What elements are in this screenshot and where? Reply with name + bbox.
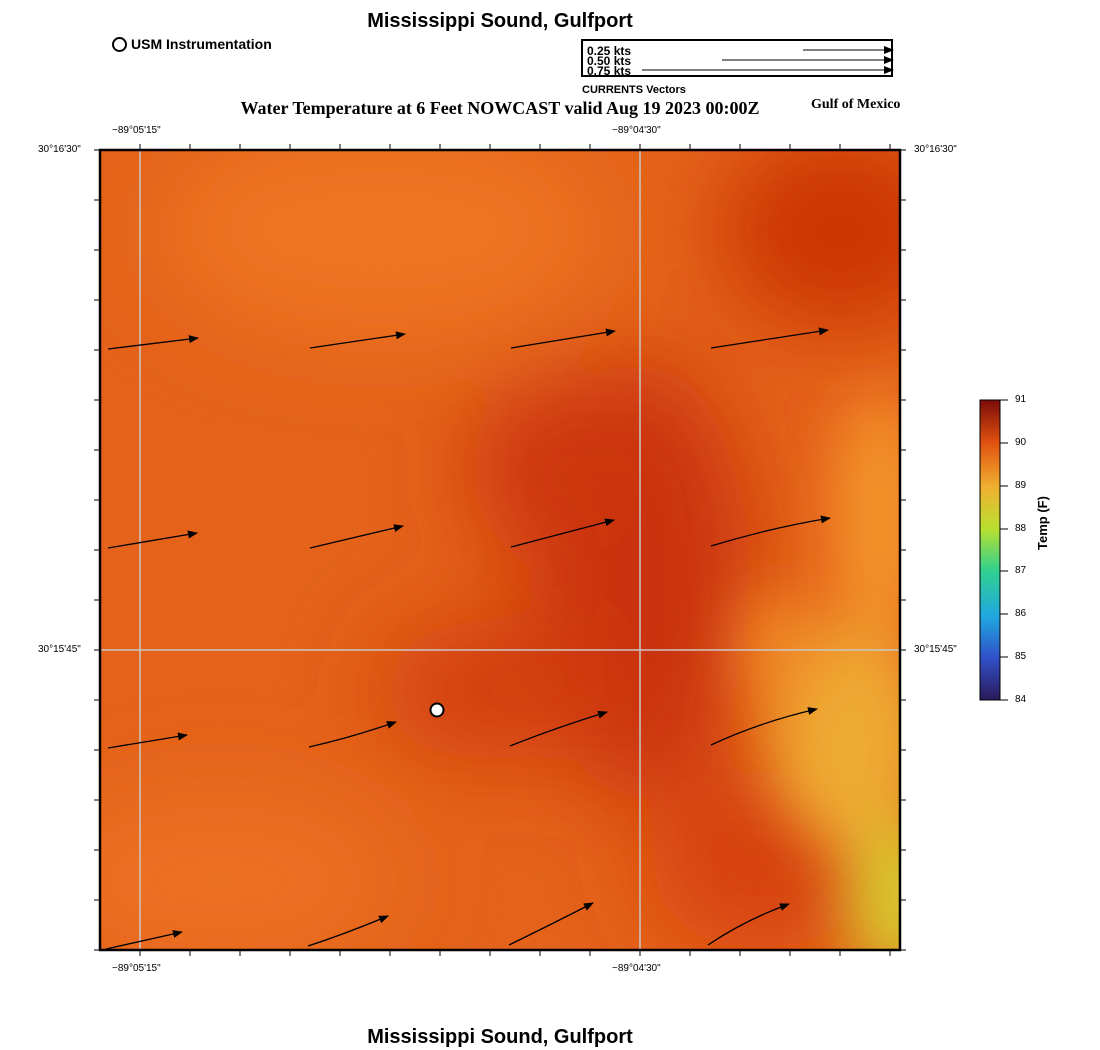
station-legend: USM Instrumentation <box>112 36 272 52</box>
current-vector-arrow <box>309 524 404 549</box>
current-vector-arrow <box>510 518 615 548</box>
current-vector-arrow <box>309 331 406 349</box>
current-vector-arrow <box>509 710 608 747</box>
colorbar-tick-label: 91 <box>1015 394 1027 405</box>
lat-label: 30°15'45" <box>38 644 81 655</box>
current-vector-arrow <box>710 327 829 349</box>
colorbar-ticks <box>1000 399 1008 701</box>
colorbar-tick-label: 85 <box>1015 651 1027 662</box>
current-vector-arrow <box>710 707 818 746</box>
station-marker-icon <box>112 36 127 52</box>
lon-label: −89°04'30" <box>612 125 661 136</box>
current-vectors <box>105 327 831 950</box>
lon-label: −89°05'15" <box>112 963 161 974</box>
vector-scale-label: 0.50 kts <box>587 54 632 68</box>
region-label: Gulf of Mexico <box>811 97 901 112</box>
current-vector-arrow <box>707 903 790 946</box>
colorbar-scale <box>979 399 1001 701</box>
current-vector-arrow <box>508 902 594 946</box>
colorbar-tick-label: 87 <box>1015 565 1027 576</box>
current-vector-arrow <box>710 515 831 547</box>
current-vector-arrow <box>107 530 198 549</box>
current-vector-arrow <box>510 328 616 349</box>
colorbar-tick-label: 86 <box>1015 608 1027 619</box>
map-bottom-title: Mississippi Sound, Gulfport <box>367 1026 633 1048</box>
usm-station-marker[interactable] <box>429 702 445 718</box>
current-vector-arrow <box>308 721 397 748</box>
colorbar-tick-label: 88 <box>1015 523 1027 534</box>
lon-label: −89°04'30" <box>612 963 661 974</box>
colorbar-tick-label: 89 <box>1015 480 1027 491</box>
vectors-caption: CURRENTS Vectors <box>582 84 686 96</box>
station-legend-label: USM Instrumentation <box>131 36 272 52</box>
current-vector-arrow <box>307 915 389 947</box>
lon-label: −89°05'15" <box>112 125 161 136</box>
colorbar-tick-label: 84 <box>1015 694 1027 705</box>
colorbar-tick-label: 90 <box>1015 437 1027 448</box>
map-title: Water Temperature at 6 Feet NOWCAST vali… <box>240 98 760 118</box>
lat-label: 30°16'30" <box>38 144 81 155</box>
graticule <box>100 150 900 950</box>
current-vector-arrow <box>107 732 188 749</box>
vector-scale-label: 0.75 kts <box>587 64 632 78</box>
current-vector-arrow <box>107 335 199 350</box>
temperature-field <box>100 150 900 950</box>
current-vector-arrow <box>105 930 183 950</box>
vector-scale-arrows <box>642 46 894 74</box>
frame-ticks <box>94 144 906 956</box>
colorbar-label: Temp (F) <box>1035 496 1050 550</box>
map-top-title: Mississippi Sound, Gulfport <box>367 10 633 32</box>
lat-label: 30°16'30" <box>914 144 957 155</box>
lat-label: 30°15'45" <box>914 644 957 655</box>
vector-scale-label: 0.25 kts <box>587 44 632 58</box>
